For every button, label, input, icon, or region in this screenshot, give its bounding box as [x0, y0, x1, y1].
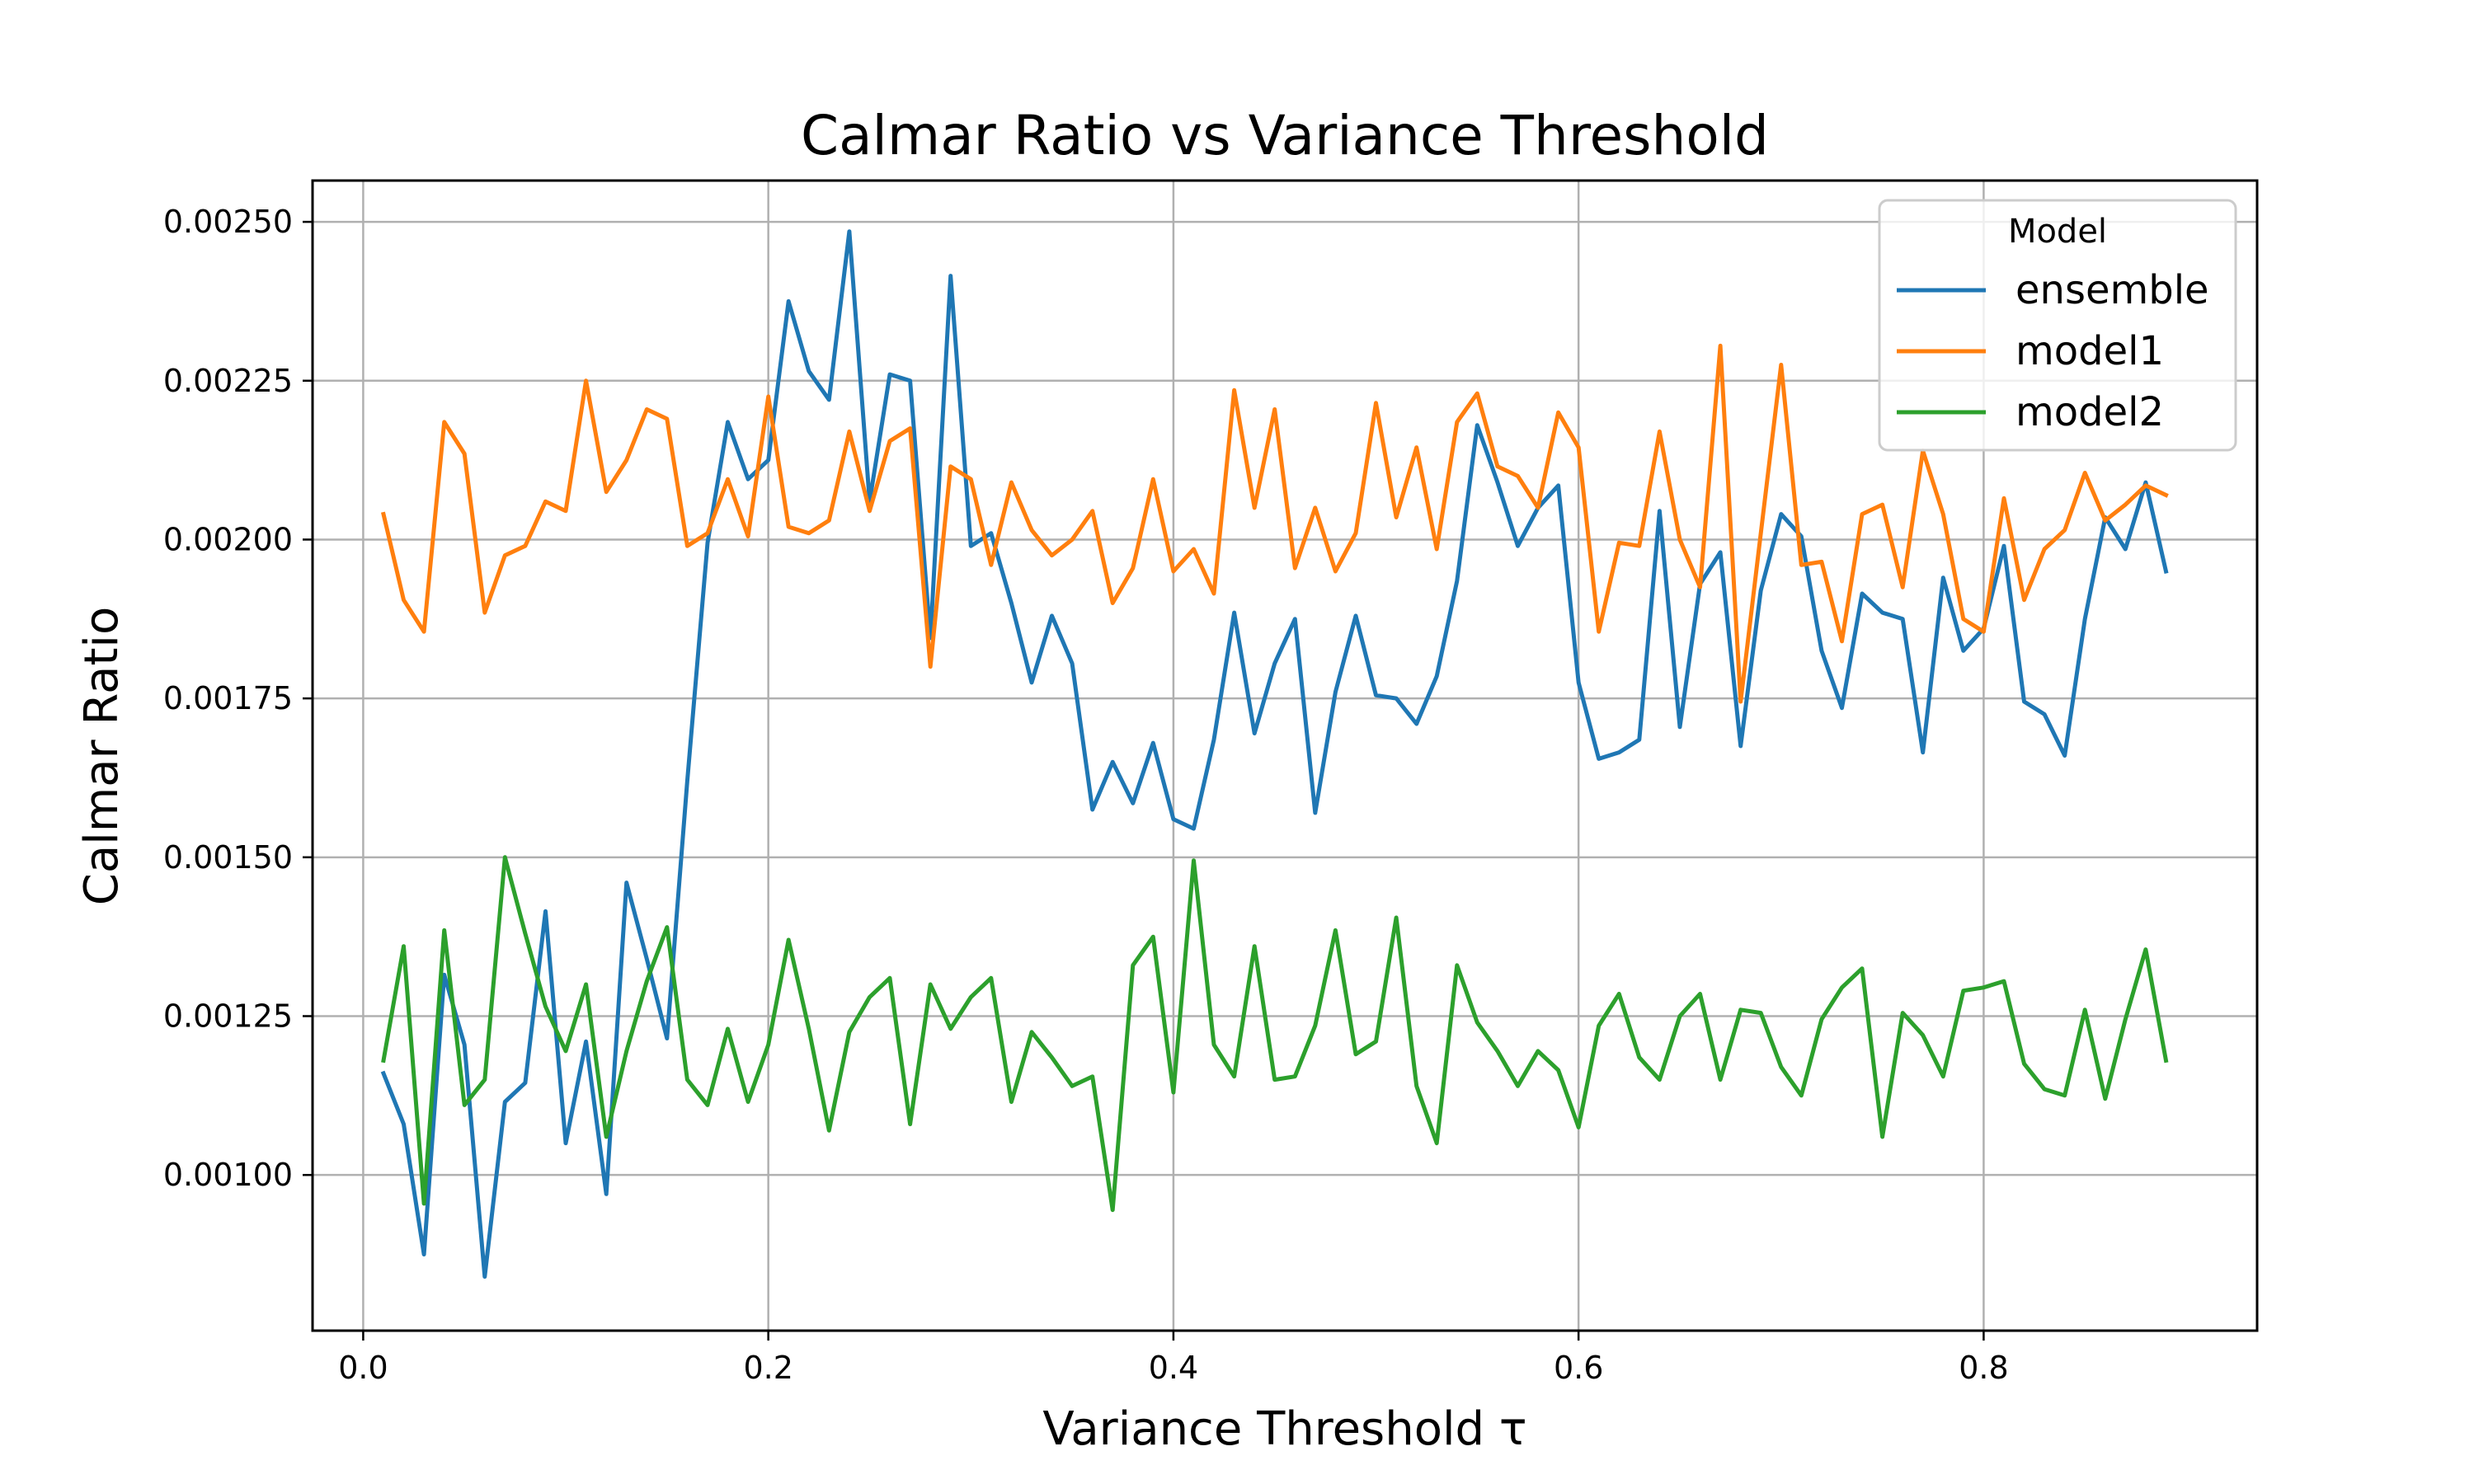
x-axis-label: Variance Threshold τ [1042, 1402, 1526, 1456]
y-tick-label: 0.00125 [163, 998, 293, 1034]
x-tick-label: 0.2 [743, 1350, 793, 1386]
x-tick-label: 0.4 [1149, 1350, 1198, 1386]
legend: Model ensemble model1 model2 [1878, 199, 2237, 452]
y-tick-label: 0.00175 [163, 680, 293, 716]
y-tick-label: 0.00150 [163, 839, 293, 876]
y-tick-label: 0.00250 [163, 204, 293, 240]
x-tick-label: 0.0 [338, 1350, 388, 1386]
y-axis-label: Calmar Ratio [75, 607, 129, 905]
plot-area-frame [311, 179, 2259, 1332]
legend-label-model2: model2 [2015, 389, 2164, 435]
legend-box [1878, 199, 2237, 452]
legend-title: Model [2008, 213, 2107, 251]
y-tick-label: 0.00200 [163, 521, 293, 557]
series-line-model2 [381, 855, 2169, 1213]
series-line-ensemble [380, 229, 2169, 1279]
x-axis: 0.0 0.2 0.4 0.6 0.8 [338, 1331, 2009, 1386]
y-axis: 0.00100 0.00125 0.00150 0.00175 0.00200 0.002… [163, 204, 313, 1193]
series-line-model1 [380, 343, 2169, 704]
y-tick-label: 0.00100 [163, 1157, 293, 1193]
x-tick-label: 0.6 [1554, 1350, 1603, 1386]
chart-title: Calmar Ratio vs Variance Threshold [801, 104, 1769, 167]
y-tick-label: 0.00225 [163, 363, 293, 399]
x-tick-label: 0.8 [1959, 1350, 2008, 1386]
legend-label-model1: model1 [2015, 328, 2164, 374]
legend-label-ensemble: ensemble [2015, 267, 2209, 313]
series-lines [380, 229, 2169, 1279]
